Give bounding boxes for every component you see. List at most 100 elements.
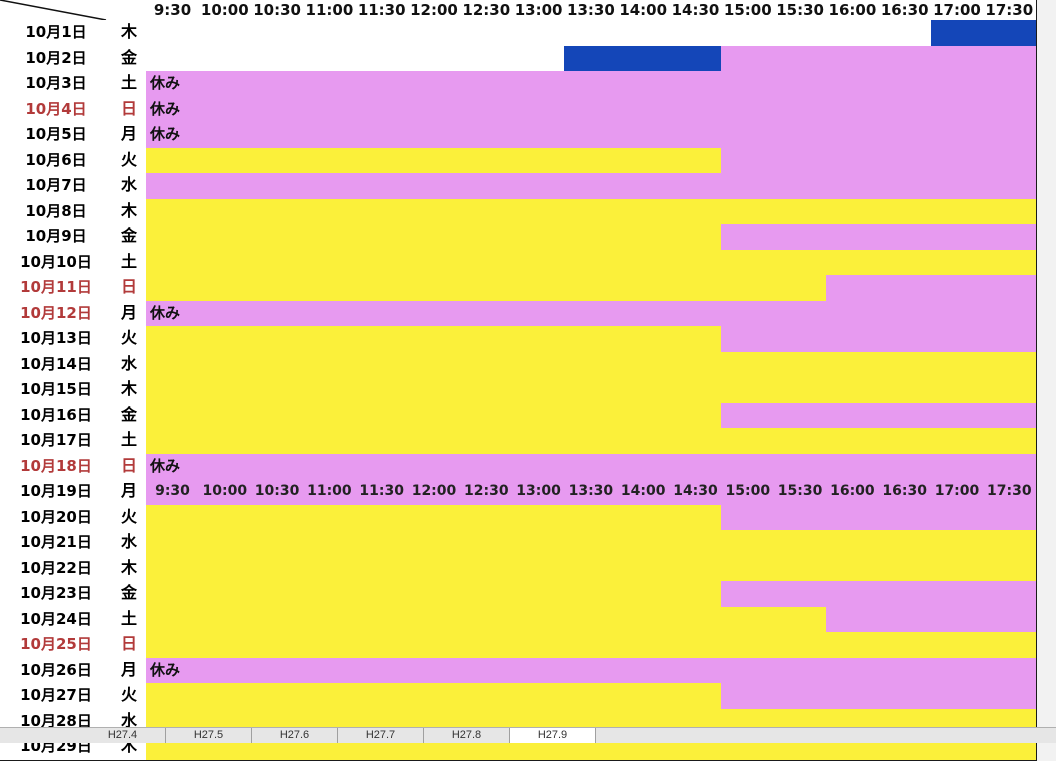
date-cell[interactable]: 10月1日 <box>0 20 113 47</box>
time-slot-cell[interactable] <box>773 96 828 124</box>
time-slot-cell[interactable] <box>616 71 671 98</box>
time-slot-cell[interactable] <box>982 377 1037 404</box>
time-slot-cell[interactable] <box>512 657 567 685</box>
time-slot-cell[interactable] <box>146 555 200 583</box>
time-slot-cell[interactable] <box>878 326 933 353</box>
time-slot-cell[interactable] <box>250 275 305 302</box>
time-slot-cell[interactable] <box>878 20 933 47</box>
time-slot-cell[interactable] <box>302 275 357 302</box>
time-slot-cell[interactable] <box>773 249 828 277</box>
time-slot-cell[interactable] <box>512 147 567 175</box>
time-slot-cell[interactable] <box>878 428 933 455</box>
time-slot-cell[interactable] <box>564 326 619 353</box>
time-slot-cell[interactable] <box>250 173 305 200</box>
time-slot-cell[interactable] <box>982 122 1037 149</box>
time-slot-cell[interactable] <box>302 20 357 47</box>
time-slot-cell[interactable] <box>407 351 462 379</box>
time-slot-cell[interactable] <box>198 351 253 379</box>
time-slot-cell[interactable] <box>721 351 776 379</box>
weekday-cell[interactable]: 日 <box>112 632 147 659</box>
time-slot-cell[interactable] <box>459 504 514 532</box>
time-slot-cell[interactable] <box>564 147 619 175</box>
time-slot-cell[interactable] <box>459 45 514 73</box>
time-slot-cell[interactable] <box>355 20 410 47</box>
time-header-1600[interactable]: 16:00 <box>825 0 880 21</box>
time-slot-cell[interactable] <box>564 453 619 481</box>
time-slot-cell[interactable] <box>198 530 253 557</box>
time-slot-cell[interactable] <box>982 657 1037 685</box>
time-slot-cell[interactable] <box>512 45 567 73</box>
time-slot-cell[interactable] <box>825 122 880 149</box>
time-slot-cell[interactable] <box>512 351 567 379</box>
time-slot-cell[interactable] <box>773 20 828 47</box>
time-header-1200[interactable]: 12:00 <box>407 0 462 21</box>
time-slot-cell[interactable] <box>930 20 985 47</box>
time-slot-cell[interactable] <box>250 45 305 73</box>
time-slot-cell[interactable] <box>825 428 880 455</box>
time-slot-cell[interactable] <box>512 683 567 710</box>
time-slot-cell[interactable] <box>146 173 200 200</box>
time-slot-cell[interactable] <box>721 632 776 659</box>
time-slot-cell[interactable] <box>407 173 462 200</box>
time-slot-cell[interactable] <box>250 224 305 251</box>
time-slot-cell[interactable] <box>825 275 880 302</box>
time-slot-cell[interactable] <box>721 555 776 583</box>
time-slot-cell[interactable] <box>407 683 462 710</box>
time-slot-cell[interactable] <box>878 683 933 710</box>
time-slot-cell[interactable] <box>250 198 305 226</box>
time-slot-cell[interactable] <box>878 96 933 124</box>
time-slot-cell[interactable] <box>825 581 880 608</box>
time-slot-cell[interactable] <box>878 122 933 149</box>
time-slot-cell[interactable] <box>721 504 776 532</box>
time-slot-cell[interactable] <box>355 581 410 608</box>
time-slot-cell[interactable] <box>773 530 828 557</box>
time-header-1000[interactable]: 10:00 <box>198 0 253 21</box>
time-slot-cell[interactable] <box>982 71 1037 98</box>
time-slot-cell[interactable] <box>198 555 253 583</box>
time-slot-cell[interactable] <box>669 71 723 98</box>
time-slot-cell[interactable] <box>930 96 985 124</box>
time-slot-cell[interactable] <box>982 198 1037 226</box>
time-slot-cell[interactable] <box>616 377 671 404</box>
time-slot-cell[interactable] <box>250 351 305 379</box>
time-slot-cell[interactable] <box>250 428 305 455</box>
time-slot-cell[interactable] <box>721 300 776 328</box>
time-slot-cell[interactable] <box>982 275 1037 302</box>
time-slot-cell[interactable] <box>459 453 514 481</box>
time-slot-cell[interactable] <box>302 530 357 557</box>
date-cell[interactable]: 10月10日 <box>0 249 113 277</box>
time-slot-cell[interactable] <box>669 249 723 277</box>
time-slot-cell[interactable]: 12:00 <box>407 479 462 506</box>
time-slot-cell[interactable] <box>459 581 514 608</box>
time-slot-cell[interactable] <box>302 198 357 226</box>
time-slot-cell[interactable] <box>407 198 462 226</box>
time-slot-cell[interactable] <box>825 249 880 277</box>
weekday-cell[interactable]: 金 <box>112 402 147 430</box>
time-header-1330[interactable]: 13:30 <box>564 0 619 21</box>
time-slot-cell[interactable] <box>564 249 619 277</box>
time-slot-cell[interactable] <box>407 453 462 481</box>
time-slot-cell[interactable]: 11:30 <box>355 479 410 506</box>
time-slot-cell[interactable] <box>302 428 357 455</box>
time-slot-cell[interactable] <box>198 428 253 455</box>
time-slot-cell[interactable] <box>564 224 619 251</box>
time-slot-cell[interactable] <box>407 326 462 353</box>
time-slot-cell[interactable] <box>198 45 253 73</box>
time-slot-cell[interactable] <box>512 377 567 404</box>
time-slot-cell[interactable] <box>616 249 671 277</box>
time-slot-cell[interactable] <box>302 555 357 583</box>
time-slot-cell[interactable] <box>930 249 985 277</box>
time-slot-cell[interactable] <box>407 249 462 277</box>
time-slot-cell[interactable] <box>721 683 776 710</box>
time-slot-cell[interactable] <box>407 581 462 608</box>
time-slot-cell[interactable] <box>721 377 776 404</box>
holiday-note[interactable]: 休み <box>146 122 200 149</box>
time-slot-cell[interactable] <box>459 224 514 251</box>
weekday-cell[interactable]: 木 <box>112 377 147 404</box>
time-slot-cell[interactable] <box>564 45 619 73</box>
time-slot-cell[interactable] <box>198 20 253 47</box>
sheet-tab[interactable]: H27.9 <box>510 728 596 743</box>
time-slot-cell[interactable] <box>669 45 723 73</box>
time-slot-cell[interactable] <box>564 581 619 608</box>
date-cell[interactable]: 10月18日 <box>0 453 113 481</box>
